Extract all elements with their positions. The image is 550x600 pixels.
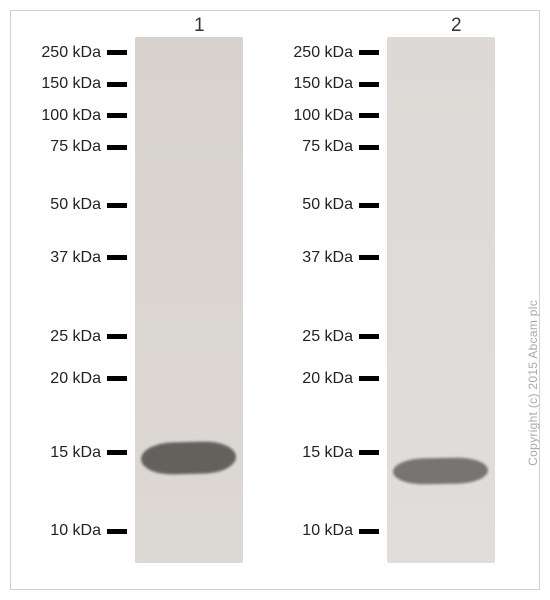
ladder-tick xyxy=(359,50,379,55)
blot-lane: 2250 kDa150 kDa100 kDa75 kDa50 kDa37 kDa… xyxy=(271,37,511,563)
ladder-tick xyxy=(107,529,127,534)
ladder-marker-label: 10 kDa xyxy=(302,522,353,540)
membrane-strip xyxy=(387,37,495,563)
ladder-tick xyxy=(359,113,379,118)
ladder-marker-label: 150 kDa xyxy=(41,75,101,93)
protein-band xyxy=(141,441,237,475)
ladder-marker-label: 25 kDa xyxy=(50,328,101,346)
ladder-tick xyxy=(107,255,127,260)
ladder-tick xyxy=(107,50,127,55)
ladder-marker-label: 37 kDa xyxy=(50,249,101,267)
ladder-tick xyxy=(359,376,379,381)
molecular-weight-ladder: 250 kDa 150 kDa 100 kDa 75 kDa 50 kDa 37 kDa 2… xyxy=(19,37,127,563)
ladder-marker-label: 150 kDa xyxy=(293,75,353,93)
ladder-tick xyxy=(359,334,379,339)
ladder-marker-label: 100 kDa xyxy=(293,107,353,125)
copyright-text: Copyright (c) 2015 Abcam plc xyxy=(526,300,540,466)
ladder-marker-label: 100 kDa xyxy=(41,107,101,125)
ladder-tick xyxy=(359,145,379,150)
ladder-marker-label: 50 kDa xyxy=(50,196,101,214)
ladder-tick xyxy=(359,203,379,208)
ladder-marker-label: 75 kDa xyxy=(50,138,101,156)
ladder-tick xyxy=(107,376,127,381)
membrane-strip xyxy=(135,37,243,563)
ladder-tick xyxy=(359,450,379,455)
ladder-marker-label: 10 kDa xyxy=(50,522,101,540)
lane-number-label: 2 xyxy=(451,15,462,37)
ladder-tick xyxy=(107,203,127,208)
protein-band xyxy=(393,457,488,485)
ladder-tick xyxy=(359,255,379,260)
ladder-tick xyxy=(359,82,379,87)
ladder-tick xyxy=(359,529,379,534)
ladder-tick xyxy=(107,450,127,455)
ladder-tick xyxy=(107,334,127,339)
ladder-tick xyxy=(107,113,127,118)
membrane-background xyxy=(387,37,495,563)
ladder-marker-label: 20 kDa xyxy=(302,370,353,388)
ladder-marker-label: 20 kDa xyxy=(50,370,101,388)
ladder-marker-label: 75 kDa xyxy=(302,138,353,156)
ladder-tick xyxy=(107,82,127,87)
ladder-marker-label: 37 kDa xyxy=(302,249,353,267)
ladder-marker-label: 250 kDa xyxy=(293,44,353,62)
blot-area: 1250 kDa150 kDa100 kDa75 kDa50 kDa37 kDa… xyxy=(11,11,539,589)
figure-frame: 1250 kDa150 kDa100 kDa75 kDa50 kDa37 kDa… xyxy=(10,10,540,590)
blot-lane: 1250 kDa150 kDa100 kDa75 kDa50 kDa37 kDa… xyxy=(19,37,259,563)
ladder-marker-label: 15 kDa xyxy=(50,444,101,462)
ladder-tick xyxy=(107,145,127,150)
ladder-marker-label: 50 kDa xyxy=(302,196,353,214)
molecular-weight-ladder: 250 kDa 150 kDa 100 kDa 75 kDa 50 kDa 37 kDa 2… xyxy=(271,37,379,563)
ladder-marker-label: 15 kDa xyxy=(302,444,353,462)
lane-number-label: 1 xyxy=(194,15,205,37)
ladder-marker-label: 25 kDa xyxy=(302,328,353,346)
membrane-background xyxy=(135,37,243,563)
ladder-marker-label: 250 kDa xyxy=(41,44,101,62)
